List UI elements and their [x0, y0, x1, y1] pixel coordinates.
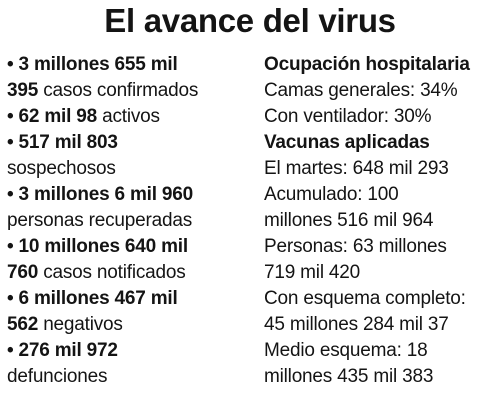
stat-value: 395 — [7, 80, 39, 101]
stat-defunciones-cont: defunciones — [7, 364, 253, 390]
hospital-heading: Ocupación hospitalaria — [264, 54, 470, 75]
stat-activos: • 62 mil 98 activos — [7, 104, 253, 130]
vacunas-personas-cont: 719 mil 420 — [264, 262, 361, 283]
stat-recuperadas: • 3 millones 6 mil 960 — [7, 182, 253, 208]
vacunas-acumulado: Acumulado: 100 — [264, 184, 399, 205]
stat-label: sospechosos — [7, 158, 116, 179]
stat-label: defunciones — [7, 366, 108, 387]
stat-negativos: • 6 millones 467 mil — [7, 286, 253, 312]
bullet-glyph: • — [7, 184, 19, 205]
stat-value: 3 millones 6 mil 960 — [18, 184, 194, 205]
hospital-vaccine-column: Ocupación hospitalaria Camas generales: … — [264, 52, 496, 390]
page-title: El avance del virus — [104, 2, 396, 39]
stat-value: 562 — [7, 314, 39, 335]
bullet-glyph: • — [7, 236, 19, 257]
stat-notificados-cont: 760 casos notificados — [7, 260, 253, 286]
vacunas-personas: Personas: 63 millones — [264, 236, 447, 257]
con-ventilador: Con ventilador: 30% — [264, 106, 432, 127]
stat-sospechosos-cont: sospechosos — [7, 156, 253, 182]
bullet-glyph: • — [7, 132, 19, 153]
stat-value: 62 mil 98 — [18, 106, 98, 127]
bullet-glyph: • — [7, 288, 19, 309]
stat-value: 517 mil 803 — [18, 132, 118, 153]
bullet-glyph: • — [7, 54, 19, 75]
stat-label: negativos — [38, 314, 123, 335]
stat-value: 3 millones 655 mil — [18, 54, 178, 75]
stat-confirmados: • 3 millones 655 mil — [7, 52, 253, 78]
bullet-glyph: • — [7, 106, 19, 127]
stat-defunciones: • 276 mil 972 — [7, 338, 253, 364]
stat-recuperadas-cont: personas recuperadas — [7, 208, 253, 234]
stat-negativos-cont: 562 negativos — [7, 312, 253, 338]
stat-notificados: • 10 millones 640 mil — [7, 234, 253, 260]
vacunas-medio-esquema-cont: millones 435 mil 383 — [264, 366, 434, 387]
stats-column: • 3 millones 655 mil 395 casos confirmad… — [7, 52, 253, 390]
bullet-glyph: • — [7, 340, 19, 361]
vacunas-martes: El martes: 648 mil 293 — [264, 158, 449, 179]
vacunas-heading: Vacunas aplicadas — [264, 132, 430, 153]
vacunas-acumulado-cont: millones 516 mil 964 — [264, 210, 434, 231]
camas-generales: Camas generales: 34% — [264, 80, 458, 101]
stat-value: 760 — [7, 262, 39, 283]
vacunas-medio-esquema: Medio esquema: 18 — [264, 340, 428, 361]
stat-label: casos notificados — [38, 262, 186, 283]
stat-value: 10 millones 640 mil — [18, 236, 189, 257]
stat-label: casos confirmados — [38, 80, 199, 101]
stat-label: activos — [97, 106, 160, 127]
vacunas-esquema-completo: Con esquema completo: — [264, 288, 466, 309]
stat-label: personas recuperadas — [7, 210, 193, 231]
stat-confirmados-cont: 395 casos confirmados — [7, 78, 253, 104]
stat-value: 6 millones 467 mil — [18, 288, 178, 309]
stat-value: 276 mil 972 — [18, 340, 118, 361]
vacunas-esquema-completo-cont: 45 millones 284 mil 37 — [264, 314, 449, 335]
stat-sospechosos: • 517 mil 803 — [7, 130, 253, 156]
